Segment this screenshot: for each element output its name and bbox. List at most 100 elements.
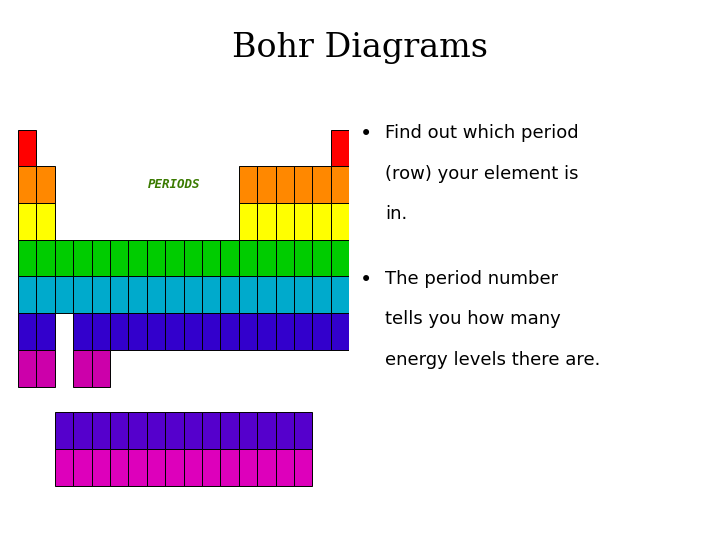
Bar [147,276,165,313]
Bar [184,413,202,449]
Bar [220,413,239,449]
Bar [239,240,257,276]
Text: (row) your element is: (row) your element is [385,165,579,183]
Bar [55,413,73,449]
Bar [312,203,330,240]
Bar [147,240,165,276]
Bar [294,276,312,313]
Bar [257,203,276,240]
Bar [73,240,91,276]
Bar [73,413,91,449]
Bar [73,449,91,486]
Bar [165,276,184,313]
Bar [184,240,202,276]
Bar [202,276,220,313]
Bar [110,449,128,486]
Text: tells you how many: tells you how many [385,310,561,328]
Bar [165,449,184,486]
Bar [202,313,220,350]
Bar [184,276,202,313]
Bar [202,449,220,486]
Bar [257,449,276,486]
Bar [202,413,220,449]
Bar [91,276,110,313]
Bar [294,166,312,203]
Bar [330,130,349,166]
Bar [55,276,73,313]
Bar [257,240,276,276]
Bar [294,413,312,449]
Bar [239,276,257,313]
Bar [73,276,91,313]
Bar [73,313,91,350]
Bar [312,166,330,203]
Bar [18,276,37,313]
Bar [73,350,91,387]
Bar [147,313,165,350]
Bar [294,449,312,486]
Bar [110,276,128,313]
Bar [257,413,276,449]
Bar [276,166,294,203]
Bar [276,313,294,350]
Bar [128,449,147,486]
Bar [239,166,257,203]
Bar [91,449,110,486]
Bar [312,240,330,276]
Bar [110,313,128,350]
Bar [55,449,73,486]
Bar [257,166,276,203]
Bar [330,203,349,240]
Text: The period number: The period number [385,270,558,288]
Bar [294,240,312,276]
Bar [220,276,239,313]
Bar [37,313,55,350]
Bar [276,413,294,449]
Bar [257,276,276,313]
Bar [18,350,37,387]
Bar [330,240,349,276]
Text: •: • [360,270,372,290]
Bar [312,313,330,350]
Bar [165,313,184,350]
Bar [110,413,128,449]
Bar [239,413,257,449]
Bar [220,240,239,276]
Bar [276,449,294,486]
Bar [18,130,37,166]
Bar [128,240,147,276]
Bar [37,350,55,387]
Text: in.: in. [385,205,408,223]
Bar [165,240,184,276]
Bar [220,449,239,486]
Text: Find out which period: Find out which period [385,124,579,142]
Bar [239,449,257,486]
Bar [165,413,184,449]
Bar [37,166,55,203]
Bar [91,350,110,387]
Bar [91,313,110,350]
Bar [276,240,294,276]
Bar [128,413,147,449]
Bar [55,240,73,276]
Bar [276,276,294,313]
Bar [147,413,165,449]
Bar [18,203,37,240]
Bar [110,240,128,276]
Text: Bohr Diagrams: Bohr Diagrams [232,32,488,64]
Bar [128,313,147,350]
Bar [294,203,312,240]
Text: •: • [360,124,372,144]
Bar [128,276,147,313]
Bar [184,313,202,350]
Bar [330,313,349,350]
Bar [276,203,294,240]
Bar [37,276,55,313]
Bar [239,203,257,240]
Bar [37,203,55,240]
Bar [91,240,110,276]
Bar [18,240,37,276]
Bar [18,166,37,203]
Bar [91,413,110,449]
Bar [294,313,312,350]
